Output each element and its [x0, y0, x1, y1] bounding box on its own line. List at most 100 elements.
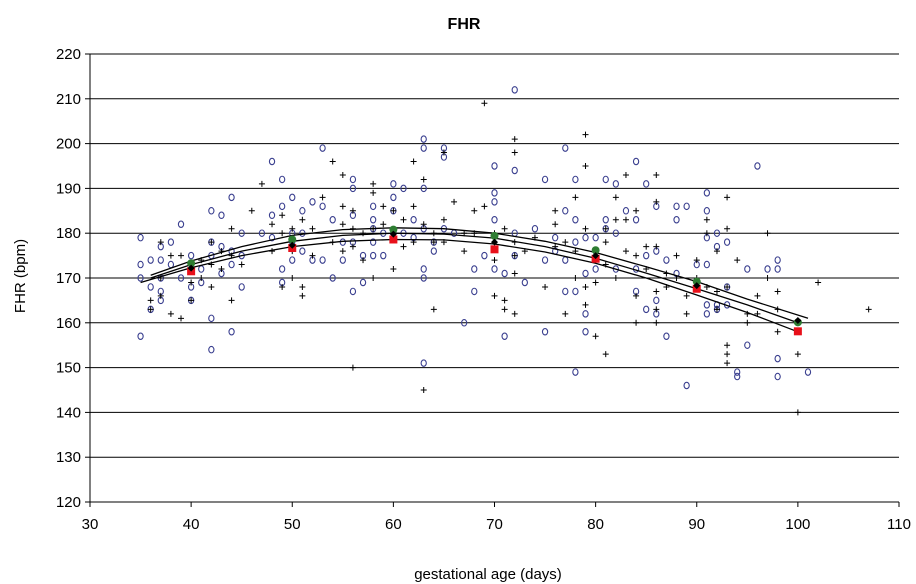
data-point-plus — [319, 194, 326, 201]
data-point-circle — [632, 157, 640, 166]
data-point-plus — [724, 360, 731, 367]
data-point-circle — [592, 233, 599, 242]
data-point-plus — [542, 283, 549, 290]
x-tick-label: 30 — [82, 516, 99, 533]
data-point-plus — [683, 292, 690, 299]
data-point-plus — [299, 283, 306, 290]
data-point-circle — [329, 216, 336, 224]
data-point-plus — [481, 203, 488, 210]
data-point-circle — [289, 193, 296, 202]
data-point-circle — [400, 184, 407, 193]
data-point-circle — [572, 368, 579, 376]
data-point-plus — [339, 248, 346, 255]
data-point-circle — [622, 207, 630, 215]
data-point-plus — [299, 216, 306, 223]
data-point-plus — [774, 288, 781, 295]
data-point-circle — [562, 256, 569, 264]
data-point-plus — [349, 364, 356, 371]
data-point-plus — [653, 198, 660, 205]
data-point-circle — [531, 224, 539, 233]
data-point-circle — [673, 202, 680, 211]
data-point-plus — [349, 207, 356, 214]
data-point-circle — [562, 144, 569, 152]
data-point-plus — [713, 248, 720, 255]
data-point-plus — [744, 319, 751, 326]
data-point-plus — [440, 216, 447, 223]
mean-marker-red — [793, 327, 802, 336]
mean-marker-black — [693, 282, 701, 290]
data-point-plus — [289, 275, 296, 281]
mean-marker-black — [794, 317, 802, 325]
data-point-circle — [632, 216, 640, 224]
data-point-circle — [228, 328, 235, 336]
data-point-circle — [491, 216, 498, 224]
y-tick-label: 210 — [56, 91, 81, 108]
data-point-circle — [278, 175, 286, 184]
mean-marker-red — [490, 245, 499, 254]
data-point-circle — [218, 211, 225, 220]
fit-curve — [150, 227, 809, 319]
fit-curve — [150, 232, 799, 324]
data-point-circle — [420, 359, 427, 367]
mean-marker-green — [490, 231, 499, 240]
data-point-plus — [380, 203, 387, 210]
mean-marker-green — [692, 277, 701, 286]
data-point-plus — [400, 216, 407, 223]
data-point-plus — [339, 203, 346, 210]
data-point-circle — [299, 207, 306, 215]
data-point-circle — [723, 238, 731, 246]
mean-marker-red — [389, 235, 398, 244]
data-point-circle — [420, 265, 427, 273]
data-point-plus — [501, 297, 508, 304]
y-axis-title: FHR (bpm) — [12, 239, 29, 313]
data-point-circle — [228, 260, 235, 269]
data-point-circle — [137, 274, 144, 282]
data-point-circle — [309, 198, 316, 206]
data-point-plus — [400, 243, 407, 250]
y-tick-label: 200 — [56, 136, 81, 153]
data-point-circle — [420, 274, 427, 282]
data-point-circle — [238, 283, 245, 291]
data-point-circle — [643, 305, 650, 314]
data-point-plus — [228, 297, 235, 304]
mean-marker-green — [288, 235, 297, 244]
data-point-circle — [319, 256, 326, 264]
data-point-plus — [188, 297, 195, 304]
data-point-plus — [794, 409, 801, 416]
data-point-circle — [501, 269, 508, 278]
x-tick-label: 90 — [688, 516, 705, 533]
data-point-plus — [511, 136, 518, 143]
data-point-circle — [734, 368, 741, 376]
data-point-plus — [178, 315, 185, 322]
data-point-plus — [511, 252, 518, 259]
data-point-circle — [481, 251, 488, 260]
data-point-circle — [299, 247, 306, 255]
data-point-circle — [137, 332, 144, 340]
data-point-circle — [289, 256, 296, 264]
markers-layer — [187, 225, 802, 336]
data-point-plus — [582, 301, 589, 308]
y-tick-label: 120 — [56, 494, 81, 511]
data-point-circle — [663, 332, 670, 340]
data-point-plus — [420, 221, 427, 228]
data-point-circle — [703, 260, 711, 269]
y-tick-label: 220 — [56, 46, 81, 63]
data-point-plus — [238, 261, 245, 268]
data-point-plus — [794, 351, 801, 358]
mean-marker-black — [592, 252, 600, 260]
data-point-circle — [137, 260, 144, 269]
x-tick-label: 110 — [887, 516, 911, 533]
data-point-circle — [137, 233, 144, 242]
data-point-plus — [501, 225, 508, 232]
data-point-plus — [410, 203, 417, 210]
data-point-plus — [552, 221, 559, 228]
data-point-circle — [734, 372, 741, 381]
data-point-plus — [370, 189, 377, 196]
data-point-plus — [511, 310, 518, 317]
data-point-circle — [582, 269, 589, 278]
data-point-plus — [602, 351, 609, 358]
x-tick-label: 70 — [486, 516, 503, 533]
data-point-circle — [541, 175, 549, 184]
data-point-circle — [278, 265, 286, 273]
data-point-plus — [501, 306, 508, 313]
